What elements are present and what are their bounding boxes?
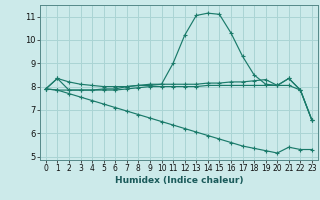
X-axis label: Humidex (Indice chaleur): Humidex (Indice chaleur) (115, 176, 243, 185)
